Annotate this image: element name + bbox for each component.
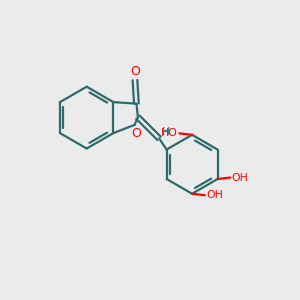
Text: H: H bbox=[162, 127, 171, 137]
Text: OH: OH bbox=[232, 172, 249, 182]
Text: O: O bbox=[130, 65, 140, 78]
Text: O: O bbox=[131, 127, 141, 140]
Text: HO: HO bbox=[161, 128, 178, 138]
Text: OH: OH bbox=[206, 190, 223, 200]
